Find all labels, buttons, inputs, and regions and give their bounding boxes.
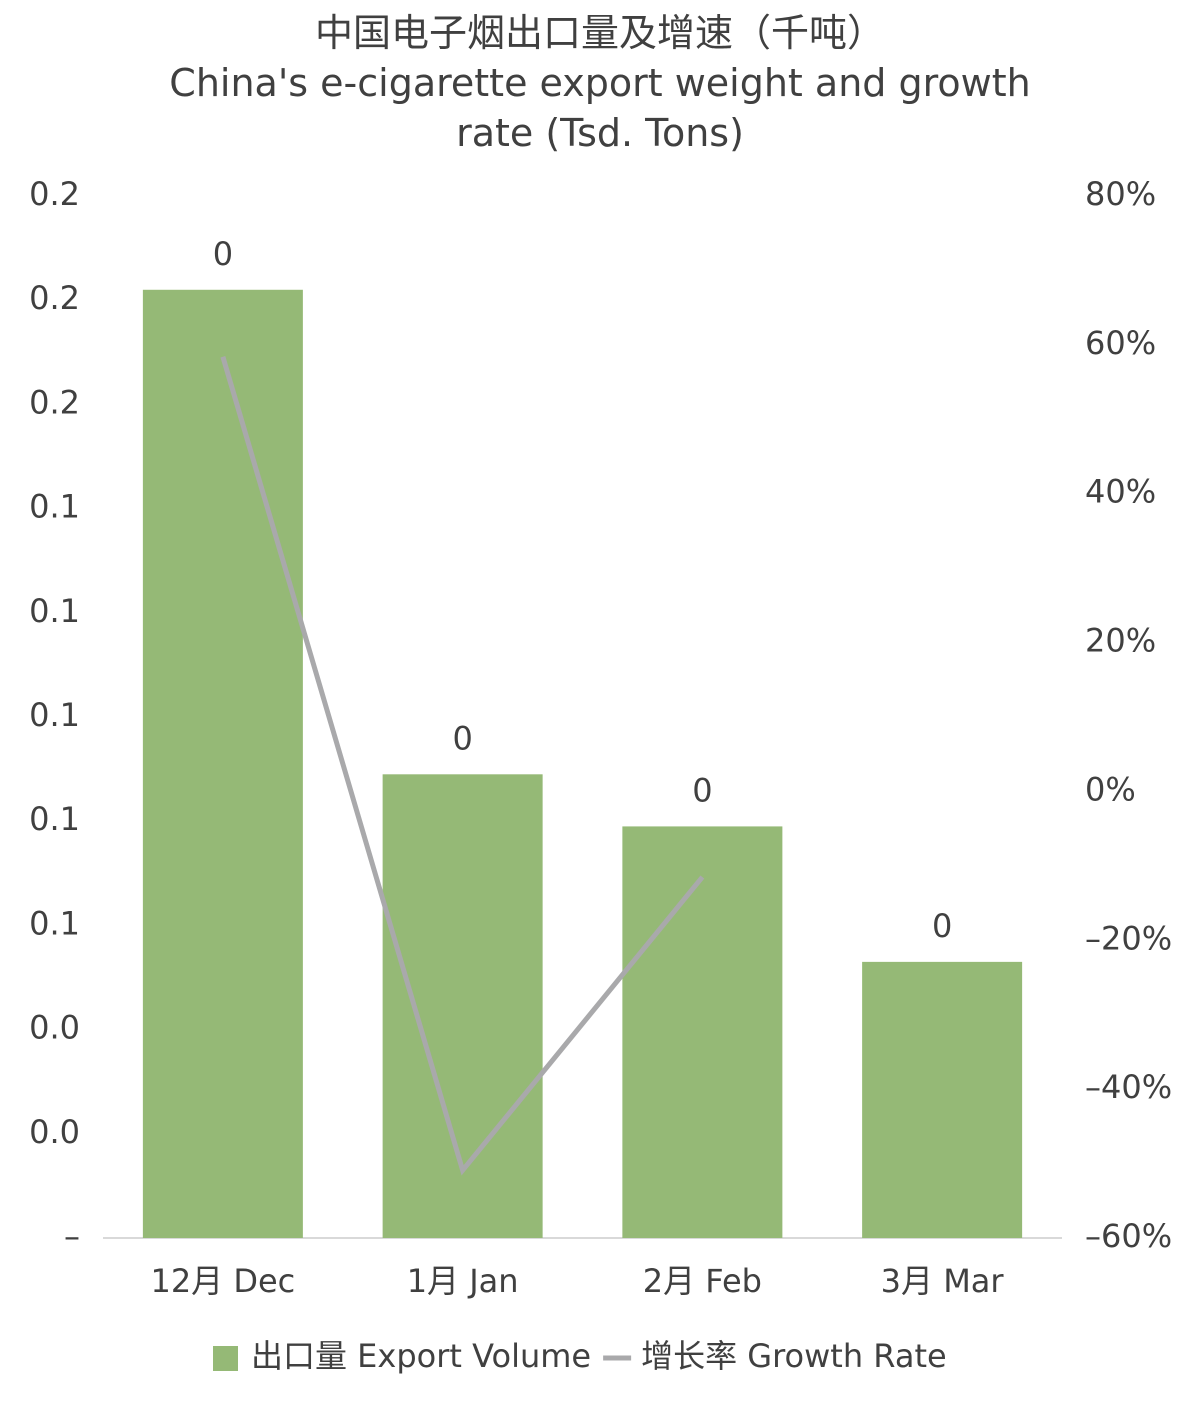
- x-tick-label: 2月 Feb: [643, 1262, 762, 1300]
- legend-label: 增长率 Growth Rate: [641, 1337, 947, 1375]
- y-tick-label: 0.2: [29, 279, 80, 317]
- y2-tick-label: 0%: [1085, 770, 1136, 808]
- y-tick-label: 0.0: [29, 1009, 80, 1047]
- y-tick-label: 0.2: [29, 175, 80, 213]
- bar: [622, 826, 783, 1238]
- data-label: 0: [932, 907, 952, 945]
- chart-title: 中国电子烟出口量及增速（千吨）: [314, 11, 885, 55]
- y2-tick-label: –60%: [1085, 1217, 1172, 1255]
- y2-tick-label: 60%: [1085, 324, 1156, 362]
- data-label: 0: [452, 719, 472, 757]
- data-label: 0: [692, 771, 712, 809]
- y-tick-label: 0.0: [29, 1113, 80, 1151]
- y-tick-label: 0.1: [29, 904, 80, 942]
- bar: [862, 961, 1023, 1238]
- y2-tick-label: –20%: [1085, 919, 1172, 957]
- y-tick-label: 0.1: [29, 800, 80, 838]
- y-tick-label: 0.1: [29, 488, 80, 526]
- data-label: 0: [213, 235, 233, 273]
- y2-tick-label: 80%: [1085, 175, 1156, 213]
- titles: 中国电子烟出口量及增速（千吨） China's e-cigarette expo…: [0, 8, 1200, 158]
- growth-line: [220, 356, 705, 1176]
- y2-tick-label: 40%: [1085, 473, 1156, 511]
- legend-label: 出口量 Export Volume: [251, 1337, 591, 1375]
- legend-swatch: [213, 1346, 238, 1371]
- y2-tick-label: –40%: [1085, 1068, 1172, 1106]
- bar: [382, 774, 543, 1238]
- y-tick-label: 0.1: [29, 592, 80, 630]
- x-tick-label: 12月 Dec: [150, 1262, 295, 1300]
- y-tick-label: 0.1: [29, 696, 80, 734]
- y-tick-label: –: [64, 1217, 80, 1255]
- x-tick-label: 1月 Jan: [407, 1262, 519, 1300]
- x-tick-label: 3月 Mar: [881, 1262, 1005, 1300]
- bar: [142, 289, 303, 1238]
- chart-subtitle: China's e-cigarette export weight and gr…: [169, 61, 1031, 155]
- y-tick-label: 0.2: [29, 383, 80, 421]
- y2-tick-label: 20%: [1085, 622, 1156, 660]
